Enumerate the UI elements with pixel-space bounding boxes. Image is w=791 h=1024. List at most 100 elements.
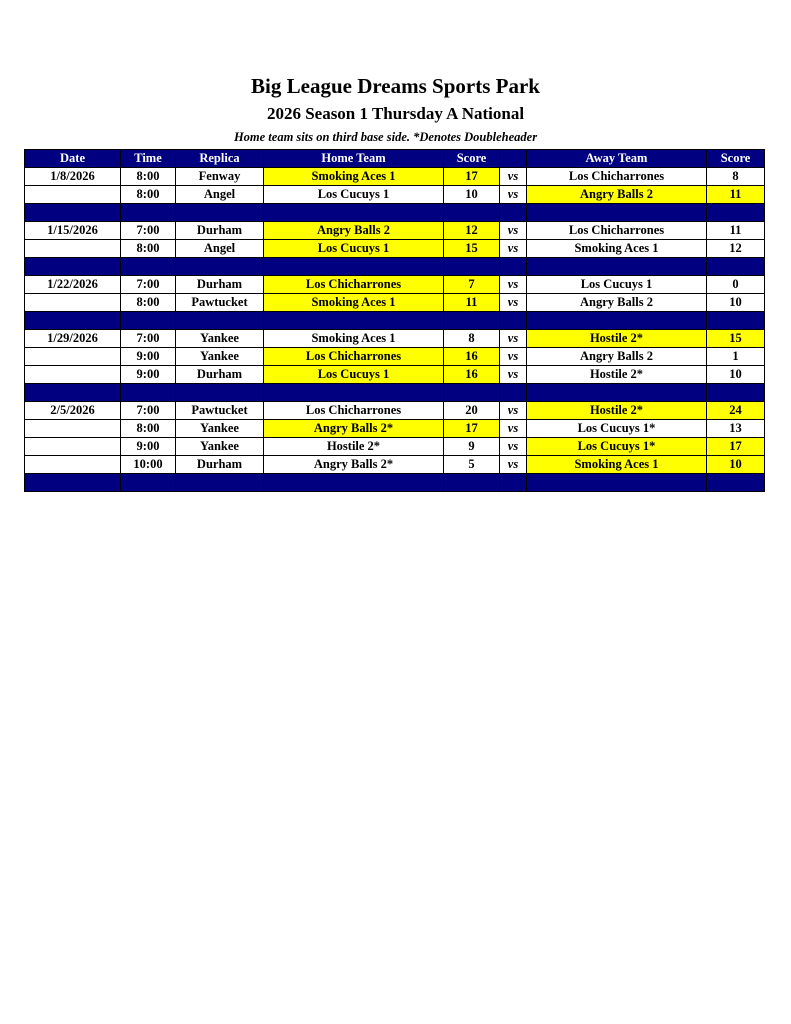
- vs-label: vs: [499, 275, 527, 294]
- time-cell: 8:00: [120, 185, 176, 204]
- home-score-cell: 9: [443, 437, 500, 456]
- home-score-cell: 5: [443, 455, 500, 474]
- away-score-cell: 10: [706, 455, 765, 474]
- date-cell: [24, 455, 121, 474]
- date-cell: 1/22/2026: [24, 275, 121, 294]
- game-row: 10:00 Durham Angry Balls 2* 5 vs Smoking Aces…: [24, 455, 765, 474]
- week-separator-row: [24, 473, 765, 492]
- time-cell: 7:00: [120, 401, 176, 420]
- separator-cell: [443, 203, 500, 222]
- replica-cell: Durham: [175, 365, 264, 384]
- separator-cell: [526, 257, 707, 276]
- home-team-cell: Smoking Aces 1: [263, 167, 444, 186]
- replica-cell: Pawtucket: [175, 293, 264, 312]
- page-subtitle: 2026 Season 1 Thursday A National: [266, 104, 525, 123]
- vs-label: vs: [499, 221, 527, 240]
- away-team-cell: Los Cucuys 1: [526, 275, 707, 294]
- separator-cell: [499, 203, 527, 222]
- replica-cell: Yankee: [175, 437, 264, 456]
- vs-label: vs: [499, 401, 527, 420]
- away-team-cell: Angry Balls 2: [526, 293, 707, 312]
- separator-cell: [175, 383, 264, 402]
- col-vs: [499, 149, 527, 168]
- home-team-cell: Angry Balls 2: [263, 221, 444, 240]
- separator-cell: [526, 311, 707, 330]
- vs-label: vs: [499, 185, 527, 204]
- replica-cell: Durham: [175, 275, 264, 294]
- away-team-cell: Hostile 2*: [526, 365, 707, 384]
- home-team-cell: Los Cucuys 1: [263, 365, 444, 384]
- home-score-cell: 10: [443, 185, 500, 204]
- date-cell: 2/5/2026: [24, 401, 121, 420]
- game-row: 1/29/2026 7:00 Yankee Smoking Aces 1 8 vs Host…: [24, 329, 765, 348]
- replica-cell: Angel: [175, 185, 264, 204]
- week-separator-row: [24, 383, 765, 402]
- separator-cell: [443, 257, 500, 276]
- away-score-cell: 11: [706, 221, 765, 240]
- time-cell: 7:00: [120, 275, 176, 294]
- home-score-cell: 8: [443, 329, 500, 348]
- col-away-score: Score: [706, 149, 765, 168]
- date-cell: 1/15/2026: [24, 221, 121, 240]
- home-score-cell: 15: [443, 239, 500, 258]
- date-cell: [24, 347, 121, 366]
- separator-cell: [499, 383, 527, 402]
- home-team-cell: Smoking Aces 1: [263, 293, 444, 312]
- home-team-cell: Los Chicharrones: [263, 275, 444, 294]
- home-team-cell: Los Chicharrones: [263, 347, 444, 366]
- week-separator-row: [24, 257, 765, 276]
- away-team-cell: Angry Balls 2: [526, 185, 707, 204]
- separator-cell: [706, 383, 765, 402]
- home-team-cell: Angry Balls 2*: [263, 455, 444, 474]
- separator-cell: [175, 257, 264, 276]
- time-cell: 7:00: [120, 329, 176, 348]
- date-cell: 1/8/2026: [24, 167, 121, 186]
- vs-label: vs: [499, 239, 527, 258]
- vs-label: vs: [499, 437, 527, 456]
- separator-cell: [263, 311, 444, 330]
- game-row: 8:00 Yankee Angry Balls 2* 17 vs Los Cucuys 1…: [24, 419, 765, 438]
- home-score-cell: 17: [443, 167, 500, 186]
- game-row: 9:00 Durham Los Cucuys 1 16 vs Hostile 2* 10: [24, 365, 765, 384]
- home-team-cell: Los Cucuys 1: [263, 239, 444, 258]
- away-team-cell: Smoking Aces 1: [526, 239, 707, 258]
- time-cell: 9:00: [120, 347, 176, 366]
- away-score-cell: 12: [706, 239, 765, 258]
- separator-cell: [526, 203, 707, 222]
- separator-cell: [443, 383, 500, 402]
- vs-label: vs: [499, 167, 527, 186]
- separator-cell: [706, 311, 765, 330]
- away-score-cell: 10: [706, 365, 765, 384]
- separator-cell: [706, 257, 765, 276]
- col-time: Time: [120, 149, 176, 168]
- separator-cell: [175, 473, 264, 492]
- away-score-cell: 11: [706, 185, 765, 204]
- home-team-cell: Los Chicharrones: [263, 401, 444, 420]
- separator-cell: [120, 311, 176, 330]
- away-score-cell: 1: [706, 347, 765, 366]
- separator-cell: [499, 257, 527, 276]
- game-row: 8:00 Angel Los Cucuys 1 10 vs Angry Balls 2 11: [24, 185, 765, 204]
- separator-cell: [175, 311, 264, 330]
- replica-cell: Angel: [175, 239, 264, 258]
- vs-label: vs: [499, 293, 527, 312]
- time-cell: 8:00: [120, 419, 176, 438]
- separator-cell: [499, 311, 527, 330]
- col-date: Date: [24, 149, 121, 168]
- vs-label: vs: [499, 347, 527, 366]
- separator-cell: [24, 383, 121, 402]
- away-score-cell: 8: [706, 167, 765, 186]
- separator-cell: [706, 473, 765, 492]
- time-cell: 8:00: [120, 167, 176, 186]
- home-score-cell: 11: [443, 293, 500, 312]
- date-cell: [24, 239, 121, 258]
- replica-cell: Fenway: [175, 167, 264, 186]
- separator-cell: [24, 311, 121, 330]
- separator-cell: [263, 257, 444, 276]
- away-score-cell: 15: [706, 329, 765, 348]
- date-cell: [24, 419, 121, 438]
- away-team-cell: Smoking Aces 1: [526, 455, 707, 474]
- away-team-cell: Los Chicharrones: [526, 167, 707, 186]
- away-team-cell: Angry Balls 2: [526, 347, 707, 366]
